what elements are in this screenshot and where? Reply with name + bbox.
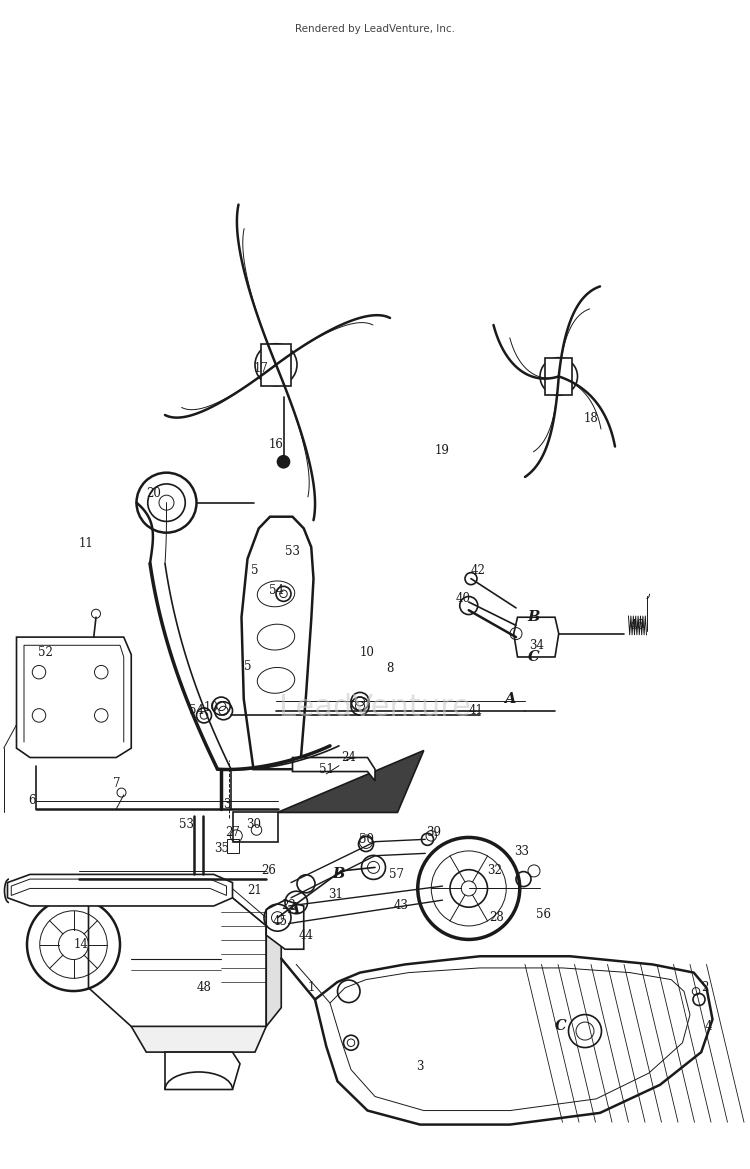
Text: 3: 3 [223, 797, 230, 811]
Text: 1: 1 [308, 981, 315, 995]
Text: 33: 33 [514, 844, 529, 858]
Text: 30: 30 [246, 817, 261, 831]
Text: 50: 50 [358, 832, 374, 846]
FancyBboxPatch shape [261, 344, 291, 386]
Text: 21: 21 [248, 884, 262, 898]
Text: 52: 52 [38, 645, 52, 659]
Text: 34: 34 [529, 638, 544, 652]
Polygon shape [8, 874, 232, 906]
Polygon shape [292, 758, 375, 781]
Text: C: C [555, 1019, 567, 1033]
Text: 10: 10 [204, 700, 219, 714]
Text: 11: 11 [79, 537, 94, 551]
Text: 31: 31 [328, 887, 344, 901]
Text: 20: 20 [146, 486, 161, 500]
Text: 18: 18 [584, 411, 598, 426]
Text: 3: 3 [416, 1059, 424, 1073]
Text: 54: 54 [189, 704, 204, 718]
Text: 42: 42 [471, 563, 486, 577]
Text: LeadVenture: LeadVenture [279, 693, 471, 721]
Text: 5: 5 [251, 563, 259, 577]
Text: 6: 6 [28, 794, 35, 808]
Text: 7: 7 [112, 776, 120, 790]
Polygon shape [165, 1052, 240, 1090]
Polygon shape [232, 812, 278, 842]
Text: 57: 57 [388, 867, 404, 881]
Text: 51: 51 [319, 762, 334, 776]
Text: 19: 19 [435, 443, 450, 457]
Text: 39: 39 [426, 825, 441, 839]
Polygon shape [278, 750, 424, 812]
Text: 48: 48 [196, 981, 211, 995]
Text: 17: 17 [254, 361, 268, 375]
Polygon shape [88, 888, 266, 1026]
Polygon shape [315, 956, 712, 1125]
Text: A: A [288, 902, 300, 916]
Text: 16: 16 [268, 437, 284, 451]
Text: 53: 53 [285, 545, 300, 559]
Text: B: B [528, 610, 540, 624]
Text: 41: 41 [469, 704, 484, 718]
Text: 28: 28 [489, 911, 504, 925]
Text: 22: 22 [281, 899, 296, 913]
Text: 32: 32 [488, 864, 502, 878]
Text: 10: 10 [360, 645, 375, 659]
Text: 26: 26 [261, 864, 276, 878]
Text: 43: 43 [394, 899, 409, 913]
Polygon shape [266, 900, 304, 949]
Text: 44: 44 [298, 928, 314, 942]
Text: A: A [504, 692, 516, 706]
Text: 4: 4 [705, 1019, 712, 1033]
Text: 56: 56 [536, 907, 551, 921]
Text: C: C [528, 650, 540, 664]
Text: 27: 27 [225, 825, 240, 839]
Text: 2: 2 [701, 981, 709, 995]
FancyBboxPatch shape [545, 358, 572, 395]
Text: 5: 5 [244, 659, 251, 673]
Polygon shape [131, 1005, 266, 1052]
Text: B: B [333, 867, 345, 881]
Polygon shape [514, 617, 559, 657]
Polygon shape [16, 637, 131, 758]
Polygon shape [266, 909, 281, 1026]
Text: Rendered by LeadVenture, Inc.: Rendered by LeadVenture, Inc. [295, 25, 455, 34]
Text: 46: 46 [630, 618, 645, 632]
Text: 24: 24 [341, 750, 356, 765]
Text: 8: 8 [386, 662, 394, 676]
Text: 53: 53 [178, 817, 194, 831]
Polygon shape [242, 517, 314, 769]
Text: 14: 14 [74, 938, 88, 952]
Circle shape [278, 456, 290, 468]
Text: 45: 45 [272, 914, 287, 928]
Text: 54: 54 [268, 583, 284, 597]
Text: 40: 40 [456, 592, 471, 606]
Text: 35: 35 [214, 842, 229, 856]
